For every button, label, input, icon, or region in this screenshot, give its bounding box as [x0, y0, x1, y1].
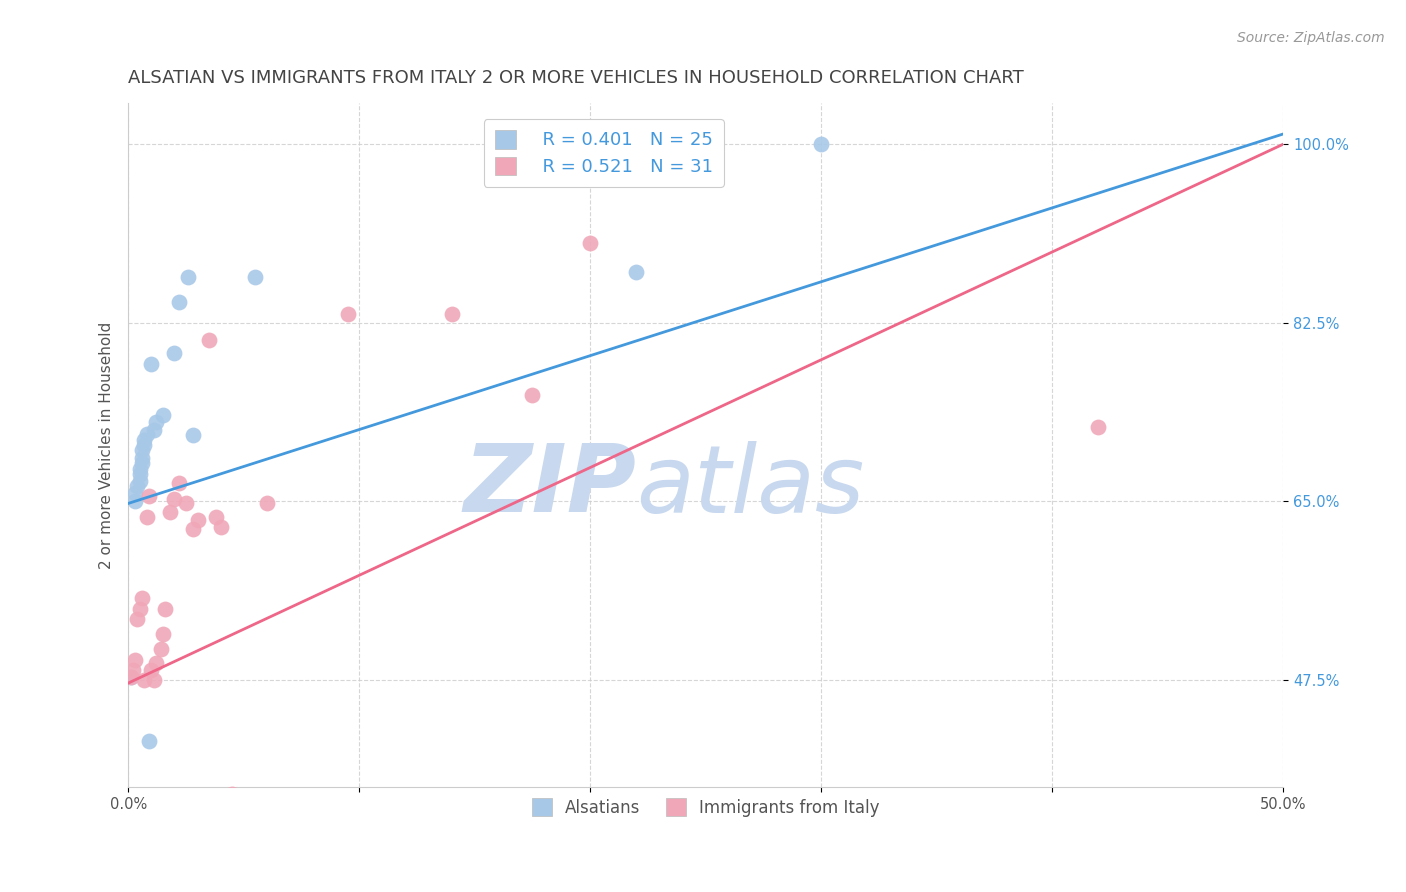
Point — [181, 522, 204, 536]
Point — [124, 494, 146, 508]
Point — [124, 652, 146, 666]
Point — [209, 520, 232, 534]
Legend: Alsatians, Immigrants from Italy: Alsatians, Immigrants from Italy — [526, 792, 886, 823]
Text: Source: ZipAtlas.com: Source: ZipAtlas.com — [1237, 31, 1385, 45]
Point — [177, 269, 200, 284]
Point — [134, 433, 156, 447]
Point — [163, 492, 186, 507]
Point — [134, 438, 156, 452]
Point — [167, 476, 190, 491]
Point — [142, 673, 165, 687]
Point — [187, 513, 209, 527]
Point — [522, 388, 544, 402]
Point — [152, 627, 174, 641]
Point — [124, 486, 146, 500]
Point — [440, 307, 463, 321]
Point — [128, 474, 150, 488]
Point — [205, 509, 228, 524]
Point — [626, 265, 648, 279]
Point — [159, 505, 181, 519]
Point — [128, 461, 150, 475]
Point — [128, 467, 150, 481]
Y-axis label: 2 or more Vehicles in Household: 2 or more Vehicles in Household — [100, 322, 114, 569]
Point — [131, 456, 153, 470]
Point — [120, 670, 142, 684]
Point — [131, 450, 153, 465]
Point — [181, 428, 204, 442]
Point — [131, 443, 153, 458]
Point — [245, 269, 267, 284]
Point — [149, 642, 172, 657]
Point — [1087, 420, 1109, 434]
Point — [145, 415, 167, 429]
Point — [134, 673, 156, 687]
Point — [138, 489, 160, 503]
Point — [167, 295, 190, 310]
Text: atlas: atlas — [637, 441, 865, 532]
Point — [131, 591, 153, 606]
Point — [155, 601, 177, 615]
Point — [142, 423, 165, 437]
Point — [579, 236, 602, 251]
Point — [145, 656, 167, 670]
Point — [174, 496, 197, 510]
Point — [152, 408, 174, 422]
Text: ZIP: ZIP — [464, 441, 637, 533]
Point — [127, 479, 149, 493]
Point — [141, 663, 163, 677]
Point — [336, 307, 359, 321]
Point — [127, 612, 149, 626]
Point — [122, 663, 145, 677]
Text: ALSATIAN VS IMMIGRANTS FROM ITALY 2 OR MORE VEHICLES IN HOUSEHOLD CORRELATION CH: ALSATIAN VS IMMIGRANTS FROM ITALY 2 OR M… — [128, 69, 1024, 87]
Point — [120, 670, 142, 684]
Point — [135, 427, 157, 442]
Point — [198, 333, 221, 347]
Point — [221, 787, 243, 801]
Point — [128, 601, 150, 615]
Point — [138, 734, 160, 748]
Point — [141, 357, 163, 371]
Point — [256, 496, 278, 510]
Point — [163, 346, 186, 360]
Point — [810, 137, 832, 152]
Point — [135, 509, 157, 524]
